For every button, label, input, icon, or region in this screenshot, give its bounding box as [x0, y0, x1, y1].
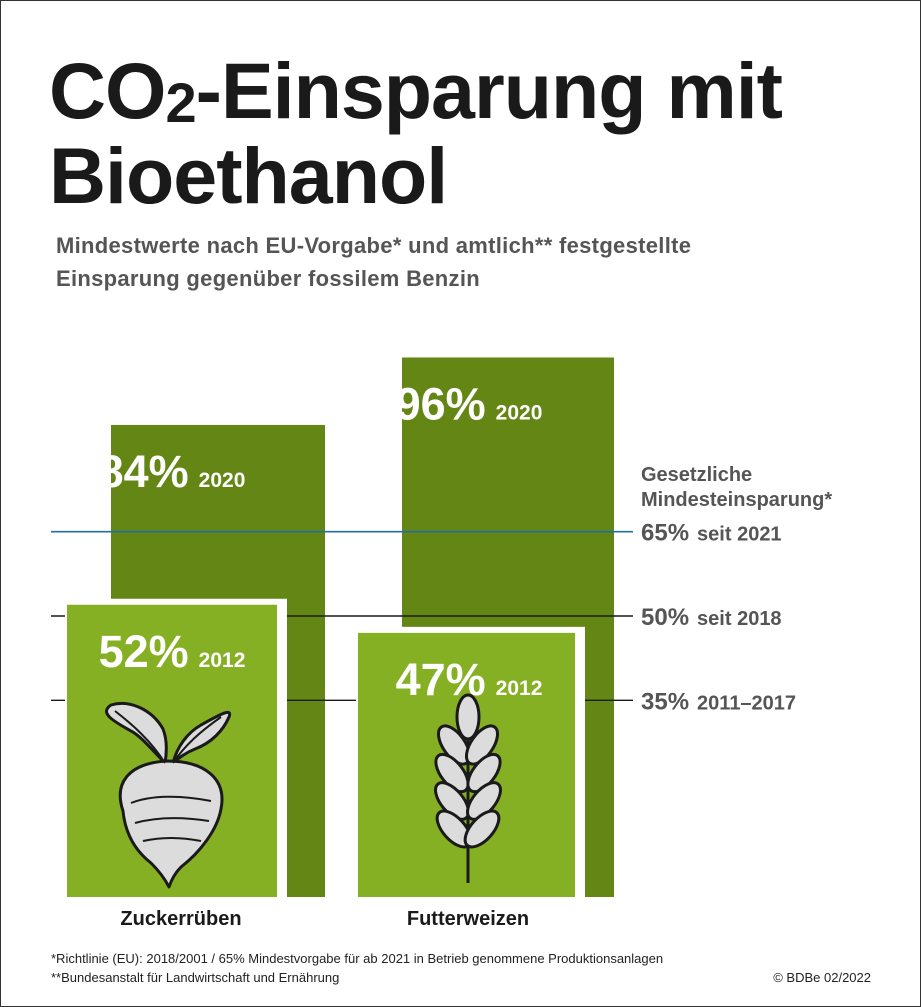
page-title: CO2-Einsparung mit	[49, 51, 783, 131]
wheat-grain-9	[463, 809, 501, 849]
footnote-eu-directive: *Richtlinie (EU): 2018/2001 / 65% Mindes…	[51, 951, 664, 966]
value-label-2012-1: 52% 2012	[99, 626, 246, 677]
wheat-grain-6	[434, 781, 470, 821]
title-rest: -Einsparung mit	[195, 46, 783, 135]
value-label-2012-2: 47% 2012	[396, 654, 543, 705]
reference-heading-line-1: Gesetzliche	[641, 464, 752, 486]
beet-leaf-left	[105, 702, 168, 765]
wheat-icon	[434, 693, 502, 883]
wheat-grain-2	[436, 724, 472, 766]
value-label-2020-2: 96% 2020	[396, 378, 543, 429]
reference-label-35: 35% 2011–2017	[641, 688, 796, 715]
category-label-2: Futterweizen	[407, 908, 529, 930]
beet-root-lines	[130, 795, 212, 842]
wheat-grain-4	[434, 752, 470, 794]
subtitle-line-2: Einsparung gegenüber fossilem Benzin	[56, 266, 480, 291]
reference-label-65: 65% seit 2021	[641, 520, 782, 547]
title-prefix: CO	[49, 46, 166, 135]
page-title-line-2: Bioethanol	[49, 131, 448, 220]
value-label-2020-1: 84% 2020	[99, 446, 246, 497]
wheat-grain-7	[466, 781, 502, 821]
beet-leaf-right	[171, 711, 232, 765]
bar-chart: 84% 2020 52% 2012 Zuckerrüben 96% 2020 47% 2012 F…	[51, 357, 832, 930]
beet-root	[118, 759, 224, 889]
footnote-ble: **Bundesanstalt für Landwirtschaft und E…	[51, 970, 340, 985]
subtitle-line-1: Mindestwerte nach EU-Vorgabe* und amtlic…	[56, 233, 692, 258]
wheat-grain-3	[464, 724, 500, 766]
title-subscript: 2	[165, 71, 197, 134]
sugar-beet-icon	[105, 702, 232, 889]
reference-heading-line-2: Mindesteinsparung*	[641, 489, 832, 511]
copyright: © BDBe 02/2022	[773, 970, 871, 985]
category-label-1: Zuckerrüben	[120, 908, 241, 930]
reference-label-50: 50% seit 2018	[641, 604, 782, 631]
wheat-grain-5	[466, 752, 502, 794]
beet-leaf-veins	[114, 710, 222, 764]
wheat-grain-1	[455, 693, 481, 741]
